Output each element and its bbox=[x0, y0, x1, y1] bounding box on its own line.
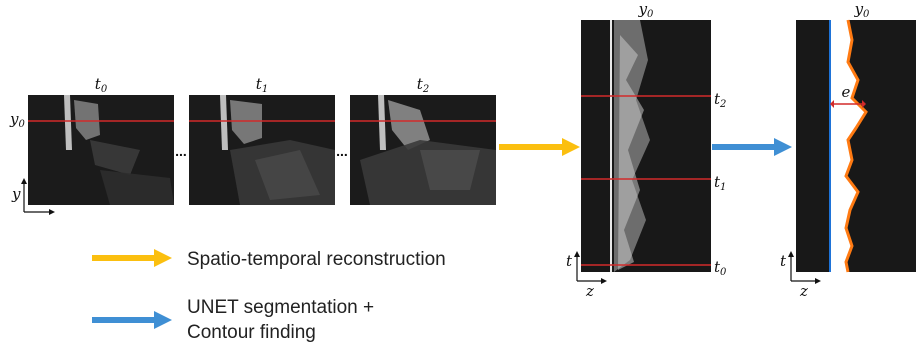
legend-blue-text-2: Contour finding bbox=[187, 322, 316, 343]
ellipsis-1: ... bbox=[175, 143, 187, 159]
legend: Spatio-temporal reconstruction UNET segm… bbox=[92, 249, 446, 343]
frame-t2-label: t2 bbox=[417, 75, 429, 95]
st-y0-label: y0 bbox=[638, 0, 654, 20]
st-t1-label: t1 bbox=[714, 173, 726, 193]
legend-blue: UNET segmentation + Contour finding bbox=[92, 297, 374, 343]
y0-label-left: y0 bbox=[9, 110, 25, 130]
frame-t2: t2 bbox=[350, 75, 496, 205]
frame-t1: t1 bbox=[189, 75, 335, 205]
segmentation-panel: e y0 t z bbox=[780, 0, 916, 300]
legend-orange-text: Spatio-temporal reconstruction bbox=[187, 249, 446, 270]
spatio-temporal-panel: y0 t2 t1 t0 t z bbox=[566, 0, 727, 300]
st-t2-label: t2 bbox=[714, 90, 726, 110]
seg-z-axis-label: z bbox=[799, 282, 808, 300]
legend-blue-text-1: UNET segmentation + bbox=[187, 297, 374, 318]
frame-t0-label: t0 bbox=[95, 75, 108, 95]
seg-contour bbox=[844, 19, 868, 273]
seg-t-axis-label: t bbox=[780, 252, 787, 270]
seg-axes: t z bbox=[780, 251, 821, 300]
y-axis-label: y bbox=[11, 185, 21, 203]
frame-t0: t0 bbox=[28, 75, 174, 205]
st-axes: t z bbox=[566, 251, 607, 300]
reconstruction-arrow bbox=[499, 138, 580, 156]
st-t-axis-label: t bbox=[566, 252, 573, 270]
e-label: e bbox=[842, 83, 851, 101]
legend-orange: Spatio-temporal reconstruction bbox=[92, 249, 446, 270]
ellipsis-2: ... bbox=[336, 143, 348, 159]
frame-t1-label: t1 bbox=[256, 75, 268, 95]
st-t0-label: t0 bbox=[714, 258, 727, 278]
e-measure: e bbox=[830, 83, 866, 108]
st-z-axis-label: z bbox=[585, 282, 594, 300]
seg-y0-label: y0 bbox=[854, 0, 870, 20]
seg-image bbox=[796, 20, 916, 272]
segmentation-arrow bbox=[712, 138, 792, 156]
left-axes: y bbox=[11, 178, 55, 215]
